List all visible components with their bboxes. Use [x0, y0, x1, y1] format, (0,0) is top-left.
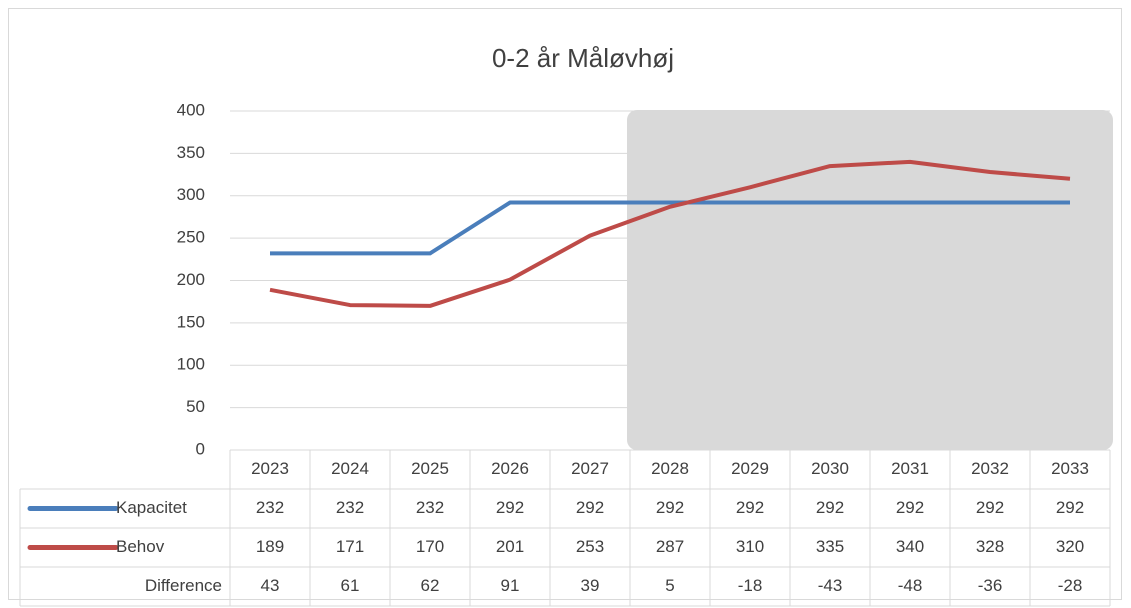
- table-value: 340: [896, 537, 924, 556]
- table-value: 292: [496, 498, 524, 517]
- table-value: 170: [416, 537, 444, 556]
- x-tick-label: 2029: [731, 459, 769, 478]
- x-tick-label: 2031: [891, 459, 929, 478]
- x-tick-label: 2025: [411, 459, 449, 478]
- table-value: 328: [976, 537, 1004, 556]
- legend-label: Kapacitet: [116, 498, 187, 517]
- table-value: 292: [656, 498, 684, 517]
- y-tick-label: 200: [177, 270, 205, 289]
- legend-label: Difference: [145, 576, 222, 595]
- table-value: 292: [976, 498, 1004, 517]
- table-value: 310: [736, 537, 764, 556]
- table-value: 320: [1056, 537, 1084, 556]
- table-value: 292: [896, 498, 924, 517]
- table-value: 232: [336, 498, 364, 517]
- table-value: 292: [816, 498, 844, 517]
- table-value: 232: [256, 498, 284, 517]
- table-value: 39: [581, 576, 600, 595]
- y-tick-label: 300: [177, 185, 205, 204]
- x-tick-label: 2027: [571, 459, 609, 478]
- y-tick-label: 0: [196, 439, 205, 458]
- table-value: -48: [898, 576, 923, 595]
- table-value: 43: [261, 576, 280, 595]
- table-value: 201: [496, 537, 524, 556]
- x-tick-label: 2028: [651, 459, 689, 478]
- x-tick-label: 2023: [251, 459, 289, 478]
- x-tick-label: 2033: [1051, 459, 1089, 478]
- y-tick-label: 350: [177, 143, 205, 162]
- y-tick-label: 400: [177, 100, 205, 119]
- table-value: -36: [978, 576, 1003, 595]
- x-tick-label: 2032: [971, 459, 1009, 478]
- x-tick-label: 2024: [331, 459, 369, 478]
- table-value: 61: [341, 576, 360, 595]
- table-value: 287: [656, 537, 684, 556]
- table-value: 91: [501, 576, 520, 595]
- x-tick-label: 2026: [491, 459, 529, 478]
- x-tick-label: 2030: [811, 459, 849, 478]
- table-value: 232: [416, 498, 444, 517]
- y-tick-label: 100: [177, 355, 205, 374]
- table-value: 189: [256, 537, 284, 556]
- table-value: 292: [576, 498, 604, 517]
- y-tick-label: 150: [177, 312, 205, 331]
- table-value: 5: [665, 576, 674, 595]
- y-tick-label: 50: [186, 397, 205, 416]
- line-series: [269, 159, 1071, 308]
- legend-label: Behov: [116, 537, 165, 556]
- table-value: 292: [1056, 498, 1084, 517]
- table-value: -28: [1058, 576, 1083, 595]
- line-series: [270, 200, 1070, 256]
- table-value: 335: [816, 537, 844, 556]
- table-value: -43: [818, 576, 843, 595]
- y-tick-label: 250: [177, 228, 205, 247]
- chart-title: 0-2 år Måløvhøj: [492, 43, 674, 73]
- table-value: 253: [576, 537, 604, 556]
- table-value: 292: [736, 498, 764, 517]
- table-value: -18: [738, 576, 763, 595]
- table-value: 62: [421, 576, 440, 595]
- table-value: 171: [336, 537, 364, 556]
